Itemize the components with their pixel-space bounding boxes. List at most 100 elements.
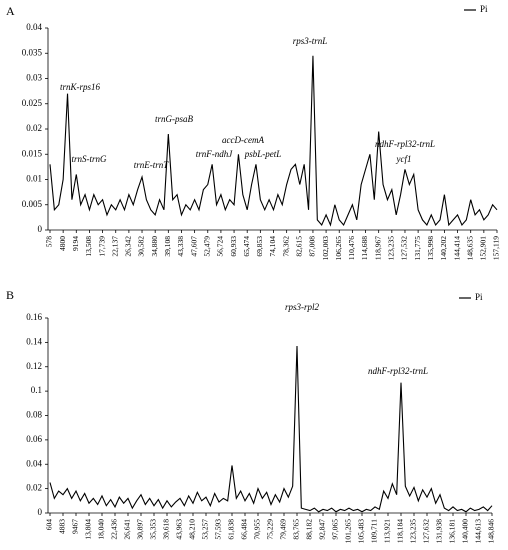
x-tick-label: 66,484 xyxy=(240,519,249,540)
x-tick-label: 26,342 xyxy=(124,236,133,257)
y-tick-label: 0.01 xyxy=(26,174,42,184)
x-tick-label: 105,483 xyxy=(357,519,366,544)
x-tick-label: 26,641 xyxy=(123,519,132,540)
x-tick-label: 97,065 xyxy=(331,519,340,540)
panel-label: B xyxy=(6,288,14,302)
x-tick-label: 131,775 xyxy=(413,236,422,261)
x-tick-label: 604 xyxy=(45,519,54,531)
x-tick-label: 118,967 xyxy=(373,236,382,260)
x-tick-label: 144,414 xyxy=(452,236,461,261)
y-tick-label: 0.06 xyxy=(26,434,42,444)
x-tick-label: 101,265 xyxy=(344,519,353,544)
x-tick-label: 148,846 xyxy=(487,519,496,544)
y-tick-label: 0.04 xyxy=(26,22,42,32)
x-tick-label: 18,040 xyxy=(97,519,106,540)
legend-label: Pi xyxy=(480,4,488,14)
x-tick-label: 56,724 xyxy=(216,236,225,257)
x-tick-label: 48,210 xyxy=(188,519,197,540)
x-tick-label: 127,532 xyxy=(400,236,409,261)
annotation: rps3-rpl2 xyxy=(285,302,320,312)
x-tick-label: 144,613 xyxy=(474,519,483,544)
x-tick-label: 578 xyxy=(45,236,54,248)
y-tick-label: 0.035 xyxy=(22,47,43,57)
x-tick-label: 102,003 xyxy=(321,236,330,261)
y-tick-label: 0.12 xyxy=(26,361,42,371)
x-tick-label: 35,353 xyxy=(149,519,158,540)
x-tick-label: 30,897 xyxy=(136,519,145,540)
x-tick-label: 148,635 xyxy=(465,236,474,261)
x-tick-label: 43,338 xyxy=(176,236,185,257)
annotation: accD-cemA xyxy=(222,135,264,145)
x-tick-label: 9467 xyxy=(71,519,80,534)
x-tick-label: 83,765 xyxy=(292,519,301,540)
annotation: ycf1 xyxy=(396,154,412,164)
panel-label: A xyxy=(6,4,15,18)
x-tick-label: 123,235 xyxy=(387,236,396,261)
x-tick-label: 109,711 xyxy=(370,519,379,543)
x-tick-label: 22,137 xyxy=(110,236,119,257)
x-tick-label: 39,618 xyxy=(162,519,171,540)
x-tick-label: 157,119 xyxy=(492,236,501,260)
y-tick-label: 0.015 xyxy=(22,148,43,158)
annotation: trnG-psaB xyxy=(155,114,194,124)
x-tick-label: 74,104 xyxy=(268,236,277,257)
x-tick-label: 69,853 xyxy=(255,236,264,257)
x-tick-label: 53,257 xyxy=(201,519,210,540)
x-tick-label: 22,436 xyxy=(110,519,119,540)
x-tick-label: 4800 xyxy=(58,236,67,251)
y-tick-label: 0.005 xyxy=(22,199,43,209)
legend-label: Pi xyxy=(475,292,483,302)
y-tick-label: 0 xyxy=(38,507,43,517)
y-tick-label: 0.14 xyxy=(26,336,42,346)
x-tick-label: 140,202 xyxy=(439,236,448,261)
x-tick-label: 110,476 xyxy=(347,236,356,260)
x-tick-label: 13,508 xyxy=(84,236,93,257)
annotation: trnF-ndhJ xyxy=(196,149,233,159)
pi-line xyxy=(49,346,493,513)
x-tick-label: 127,632 xyxy=(422,519,431,544)
x-tick-label: 123,235 xyxy=(409,519,418,544)
y-tick-label: 0.025 xyxy=(22,98,43,108)
x-tick-label: 65,474 xyxy=(242,236,251,257)
annotation: trnS-trnG xyxy=(71,154,107,164)
x-tick-label: 131,938 xyxy=(435,519,444,544)
y-tick-label: 0.04 xyxy=(26,458,42,468)
y-tick-label: 0.03 xyxy=(26,73,42,83)
y-tick-label: 0.1 xyxy=(31,385,42,395)
y-tick-label: 0.02 xyxy=(26,123,42,133)
x-tick-label: 136,181 xyxy=(448,519,457,544)
annotation: ndhF-rpl32-trnL xyxy=(375,139,435,149)
x-tick-label: 9194 xyxy=(71,236,80,251)
x-tick-label: 34,880 xyxy=(150,236,159,257)
y-tick-label: 0.08 xyxy=(26,410,42,420)
annotation: rps3-trnL xyxy=(293,36,328,46)
x-tick-label: 88,182 xyxy=(305,519,314,540)
y-tick-label: 0.02 xyxy=(26,483,42,493)
x-tick-label: 13,804 xyxy=(84,519,93,540)
x-tick-label: 79,469 xyxy=(279,519,288,540)
x-tick-label: 106,265 xyxy=(334,236,343,261)
x-tick-label: 92,847 xyxy=(318,519,327,540)
annotation: psbL-petL xyxy=(244,149,282,159)
pi-line xyxy=(49,55,498,227)
x-tick-label: 82,615 xyxy=(295,236,304,257)
x-tick-label: 87,008 xyxy=(308,236,317,257)
x-tick-label: 114,688 xyxy=(360,236,369,260)
x-tick-label: 78,362 xyxy=(281,236,290,257)
x-tick-label: 70,955 xyxy=(253,519,262,540)
x-tick-label: 43,963 xyxy=(175,519,184,540)
annotation: ndhF-rpl32-trnL xyxy=(368,366,428,376)
annotation: trnK-rps16 xyxy=(60,82,101,92)
x-tick-label: 60,933 xyxy=(229,236,238,257)
y-tick-label: 0.16 xyxy=(26,312,42,322)
annotation: trnE-trnT xyxy=(134,160,170,170)
x-tick-label: 152,901 xyxy=(479,236,488,261)
x-tick-label: 47,607 xyxy=(189,236,198,257)
x-tick-label: 39,108 xyxy=(163,236,172,257)
x-tick-label: 4883 xyxy=(58,519,67,534)
x-tick-label: 135,998 xyxy=(426,236,435,261)
x-tick-label: 30,582 xyxy=(137,236,146,257)
y-tick-label: 0 xyxy=(38,224,43,234)
